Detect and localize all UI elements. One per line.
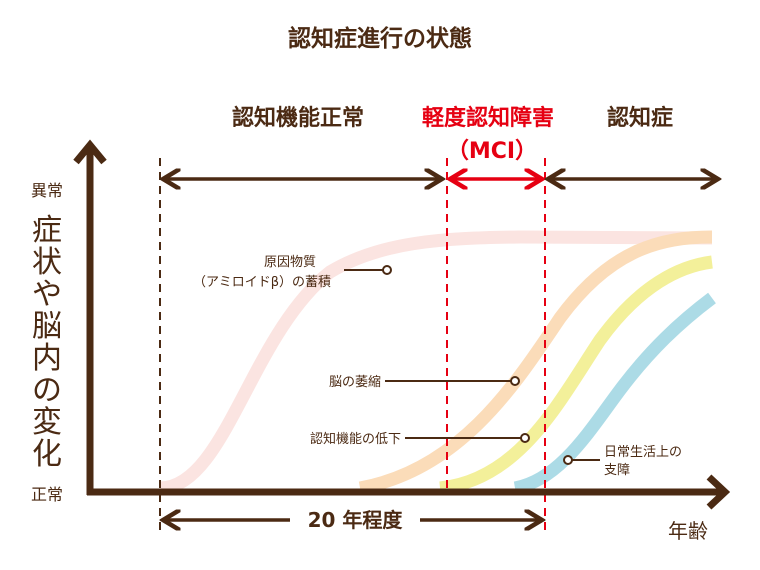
x-axis-label: 年齢 [668,519,708,543]
atrophy-marker [510,376,520,386]
y-axis-title-char: 化 [32,437,62,472]
cognitive-label: 認知機能の低下 [310,431,401,447]
amyloid-annotation: 原因物質 （アミロイドβ）の蓄積 [193,255,392,290]
daily-life-annotation: 日常生活上の 支障 [563,445,682,478]
amyloid-label-line2: （アミロイドβ）の蓄積 [193,275,331,290]
cognitive-marker [520,433,530,443]
y-axis-bottom-label: 正常 [31,485,63,504]
daily-life-label-line1: 日常生活上の [604,445,682,460]
daily-life-curve [513,292,716,495]
cognitive-annotation: 認知機能の低下 [310,431,530,447]
y-axis-title: 症 状 や 脳 内 の 変 化 [32,213,62,472]
atrophy-annotation: 脳の萎縮 [329,374,520,390]
amyloid-marker [382,265,392,275]
stage-mci-abbr: （MCI） [447,139,537,164]
y-axis-title-char: 脳 [32,309,62,344]
stage-dementia-label: 認知症 [607,105,673,131]
y-axis-title-char: 症 [32,213,62,248]
daily-life-label-line2: 支障 [604,463,630,478]
y-axis-title-char: 変 [32,405,62,440]
atrophy-curve [358,230,713,495]
y-axis-title-char: 内 [32,341,62,376]
cognitive-curve [439,255,713,495]
stage-normal-label: 認知機能正常 [232,105,364,131]
y-axis-title-char: や [32,277,62,312]
y-axis-title-char: の [32,373,62,408]
duration-label: 20 年程度 [308,508,404,532]
x-axis [87,474,731,510]
y-axis-title-char: 状 [32,245,62,280]
amyloid-label-line1: 原因物質 [264,255,316,270]
amyloid-curve [159,230,713,495]
daily-life-marker [563,455,573,465]
atrophy-label: 脳の萎縮 [329,374,381,390]
y-axis [73,139,107,495]
y-axis-top-label: 異常 [31,181,63,200]
stage-mci-label: 軽度認知障害 [422,105,554,131]
diagram-title: 認知症進行の状態 [288,25,472,52]
